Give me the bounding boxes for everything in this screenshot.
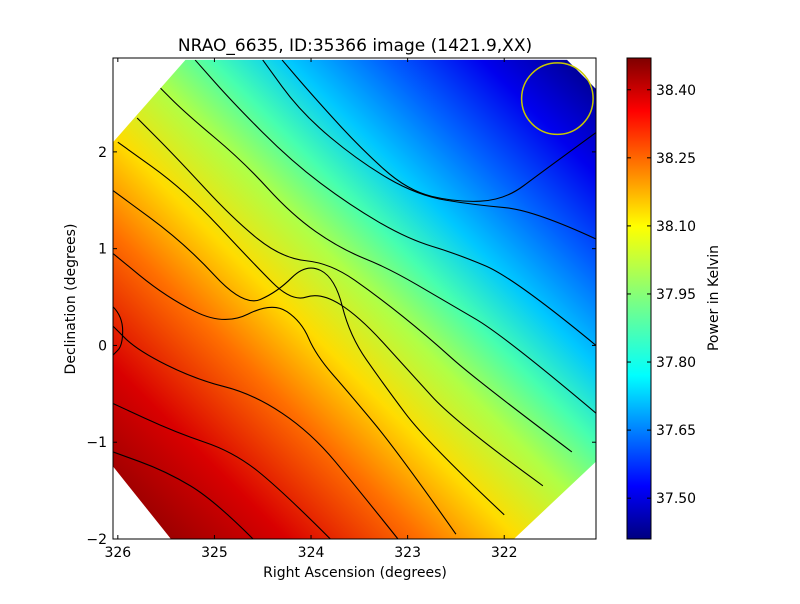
x-tick-label: 326 (104, 545, 131, 561)
contour-line (113, 451, 254, 540)
colorbar-tick-label: 37.95 (656, 287, 696, 303)
contour-line (281, 59, 596, 202)
plot-frame (112, 57, 597, 540)
contour-line (136, 117, 573, 453)
colorbar-tick-label: 37.80 (656, 355, 696, 371)
y-tick-label: −2 (86, 532, 107, 548)
y-axis-label: Declination (degrees) (63, 224, 79, 375)
x-axis-ticks: 326 325 324 323 322 (104, 58, 518, 561)
contour-line (113, 306, 124, 356)
x-tick-label: 323 (394, 545, 421, 561)
colorbar-tick-label: 38.40 (656, 83, 696, 99)
contour-lines (113, 59, 596, 540)
x-tick-label: 325 (201, 545, 228, 561)
x-tick-label: 322 (491, 545, 518, 561)
heatmap-field (113, 59, 596, 540)
contour-line (113, 403, 331, 540)
beam-circle (520, 62, 594, 136)
chart-title: NRAO_6635, ID:35366 image (1421.9,XX) (178, 36, 532, 56)
y-axis-ticks: 2 1 0 −1 −2 (86, 145, 596, 548)
contour-line (156, 83, 596, 414)
y-tick-label: 1 (98, 242, 107, 258)
contour-line (113, 325, 399, 540)
x-tick-label: 324 (298, 545, 325, 561)
y-tick-label: −1 (86, 435, 107, 451)
colorbar-ticks: 38.40 38.25 38.10 37.95 37.80 37.65 37.50 (627, 83, 696, 507)
contour-line (113, 253, 457, 535)
colorbar (626, 57, 652, 540)
colorbar-label: Power in Kelvin (706, 245, 722, 351)
y-tick-label: 2 (98, 145, 107, 161)
contour-line (117, 141, 544, 487)
colorbar-tick-label: 37.50 (656, 491, 696, 507)
contour-line (262, 59, 596, 240)
colorbar-tick-label: 38.10 (656, 219, 696, 235)
contour-line (113, 190, 505, 516)
colorbar-tick-label: 38.25 (656, 151, 696, 167)
x-axis-label: Right Ascension (degrees) (263, 565, 447, 581)
y-tick-label: 0 (98, 338, 107, 354)
contour-line (194, 59, 596, 346)
colorbar-tick-label: 37.65 (656, 423, 696, 439)
